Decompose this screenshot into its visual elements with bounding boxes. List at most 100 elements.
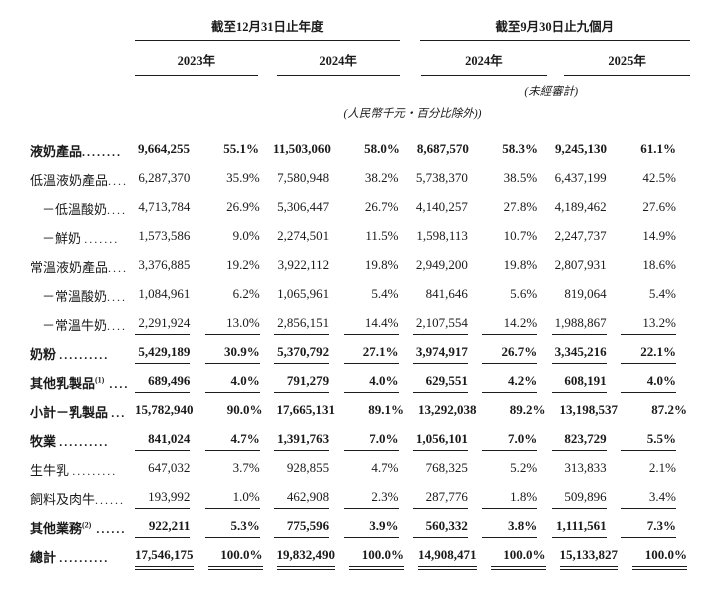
- row-leader-dots: .........: [72, 464, 118, 478]
- cell-value: 5.4%: [371, 286, 399, 301]
- value-cell-2024-9m-percent: 19.8%: [482, 257, 551, 276]
- cell-value: 3.4%: [621, 489, 676, 509]
- value-cell-2023-amount: 15,782,940: [135, 402, 208, 421]
- row-label-text: －低溫酸奶: [42, 202, 108, 217]
- value-cell-2023-percent: 5.3%: [204, 518, 273, 538]
- row-label: 生牛乳 .........: [30, 460, 135, 479]
- value-cell-2025-percent: 5.4%: [621, 286, 690, 305]
- table-row: 液奶產品........ 9,664,255 55.1% 11,503,060 …: [30, 136, 690, 165]
- cell-value: 928,855: [286, 460, 330, 475]
- table-row: －常溫酸奶.... 1,084,961 6.2% 1,065,961 5.4% …: [30, 281, 690, 310]
- cell-value: 35.9%: [226, 170, 260, 185]
- value-cell-2024-amount: 1,391,763: [274, 431, 343, 451]
- cell-value: 87.2%: [651, 402, 687, 417]
- cell-value: 14.4%: [343, 315, 399, 335]
- value-cell-2025-amount: 509,896: [551, 489, 620, 509]
- cell-value: 1,084,961: [138, 286, 191, 301]
- value-cell-2025-amount: 6,437,199: [551, 170, 620, 189]
- row-label-text: －常溫牛奶: [42, 318, 108, 333]
- row-leader-dots: ..........: [59, 435, 110, 449]
- row-label: －鮮奶 .......: [30, 228, 135, 247]
- cell-value: 17,546,175: [135, 547, 194, 570]
- value-cell-2025-amount: 608,191: [551, 373, 620, 393]
- table-row: 飼料及肉牛...... 193,992 1.0% 462,908 2.3% 28…: [30, 484, 690, 513]
- value-cell-2023-percent: 35.9%: [204, 170, 273, 189]
- row-label: 其他業務(2) ......: [30, 518, 135, 537]
- row-label-text: 低溫液奶產品: [30, 173, 109, 188]
- table-body: 液奶產品........ 9,664,255 55.1% 11,503,060 …: [30, 136, 690, 571]
- table-row: 其他業務(2) ...... 922,211 5.3% 775,596 3.9%…: [30, 513, 690, 542]
- table-row: －常溫牛奶.... 2,291,924 13.0% 2,856,151 14.4…: [30, 310, 690, 339]
- value-cell-2023-percent: 6.2%: [204, 286, 273, 305]
- cell-value: 1,111,561: [551, 518, 607, 538]
- value-cell-2024-amount: 5,306,447: [274, 199, 343, 218]
- row-leader-dots: ..........: [59, 551, 110, 565]
- value-cell-2024-9m-percent: 3.8%: [482, 518, 551, 538]
- value-cell-2023-percent: 26.9%: [204, 199, 273, 218]
- value-cell-2024-percent: 89.1%: [349, 402, 418, 421]
- cell-value: 287,776: [412, 489, 468, 509]
- value-cell-2024-amount: 19,832,490: [276, 547, 350, 570]
- period-groups-header: 截至12月31日止年度 截至9月30日止九個月: [30, 6, 690, 41]
- value-cell-2024-9m-amount: 8,687,570: [414, 141, 483, 160]
- value-cell-2025-percent: 87.2%: [632, 402, 701, 421]
- table-row: 生牛乳 ......... 647,032 3.7% 928,855 4.7% …: [30, 455, 690, 484]
- cell-value: 4,189,462: [554, 199, 607, 214]
- value-cell-2024-9m-amount: 4,140,257: [413, 199, 482, 218]
- cell-value: 1.0%: [204, 489, 260, 509]
- value-cell-2025-amount: 823,729: [551, 431, 620, 451]
- value-cell-2024-amount: 928,855: [274, 460, 343, 479]
- cell-value: 5.3%: [204, 518, 260, 538]
- cell-value: 2.3%: [343, 489, 399, 509]
- row-leader-dots: ....: [107, 319, 128, 333]
- cell-value: 509,896: [551, 489, 607, 509]
- cell-value: 1,056,101: [412, 431, 468, 451]
- value-cell-2025-amount: 9,245,130: [552, 141, 621, 160]
- period-group-annual: 截至12月31日止年度: [135, 6, 400, 41]
- value-cell-2024-amount: 3,922,112: [274, 257, 343, 276]
- cell-value: 19,832,490: [276, 547, 335, 570]
- row-label-text: 常溫液奶產品: [30, 260, 109, 275]
- value-cell-2024-amount: 1,065,961: [274, 286, 343, 305]
- cell-value: 1,573,586: [138, 228, 191, 243]
- value-cell-2023-amount: 922,211: [135, 518, 204, 538]
- cell-value: 1,598,113: [416, 228, 468, 243]
- value-cell-2024-9m-percent: 27.8%: [482, 199, 551, 218]
- cell-value: 13.2%: [621, 315, 676, 335]
- value-cell-2024-9m-percent: 10.7%: [482, 228, 551, 247]
- value-cell-2025-percent: 27.6%: [621, 199, 690, 218]
- cell-value: 61.1%: [640, 141, 676, 156]
- cell-value: 4.2%: [482, 373, 538, 393]
- row-label-text: 飼料及肉牛: [30, 492, 96, 507]
- value-cell-2023-percent: 55.1%: [204, 141, 273, 160]
- cell-value: 7.0%: [343, 431, 399, 451]
- unaudited-note: (未經審計): [524, 86, 579, 98]
- value-cell-2023-amount: 4,713,784: [135, 199, 204, 218]
- value-cell-2023-percent: 100.0%: [207, 547, 277, 570]
- table-row: 低溫液奶產品.... 6,287,370 35.9% 7,580,948 38.…: [30, 165, 690, 194]
- cell-value: 4,140,257: [415, 199, 468, 214]
- value-cell-2023-percent: 4.0%: [204, 373, 273, 393]
- row-label-text: 其他乳製品: [30, 376, 96, 391]
- value-cell-2024-9m-percent: 100.0%: [490, 547, 560, 570]
- value-cell-2023-percent: 1.0%: [204, 489, 273, 509]
- value-cell-2025-percent: 100.0%: [632, 547, 701, 570]
- value-cell-2024-9m-amount: 768,325: [413, 460, 482, 479]
- value-cell-2023-amount: 6,287,370: [135, 170, 204, 189]
- cell-value: 3,345,216: [551, 344, 607, 364]
- cell-value: 841,024: [135, 431, 191, 451]
- cell-value: 7.3%: [621, 518, 676, 538]
- cell-value: 19.8%: [364, 257, 399, 272]
- value-cell-2025-amount: 15,133,827: [559, 547, 633, 570]
- cell-value: 42.5%: [642, 170, 676, 185]
- value-cell-2024-9m-amount: 2,107,554: [412, 315, 482, 335]
- value-cell-2025-percent: 3.4%: [621, 489, 690, 509]
- table-row: 常溫液奶產品.... 3,376,885 19.2% 3,922,112 19.…: [30, 252, 690, 281]
- row-leader-dots: ....: [108, 261, 129, 275]
- cell-value: 768,325: [425, 460, 468, 475]
- value-cell-2025-amount: 819,064: [551, 286, 620, 305]
- cell-value: 1,391,763: [274, 431, 330, 451]
- value-cell-2023-amount: 3,376,885: [135, 257, 204, 276]
- row-label-text: 奶粉: [30, 347, 60, 362]
- value-cell-2024-9m-percent: 1.8%: [482, 489, 551, 509]
